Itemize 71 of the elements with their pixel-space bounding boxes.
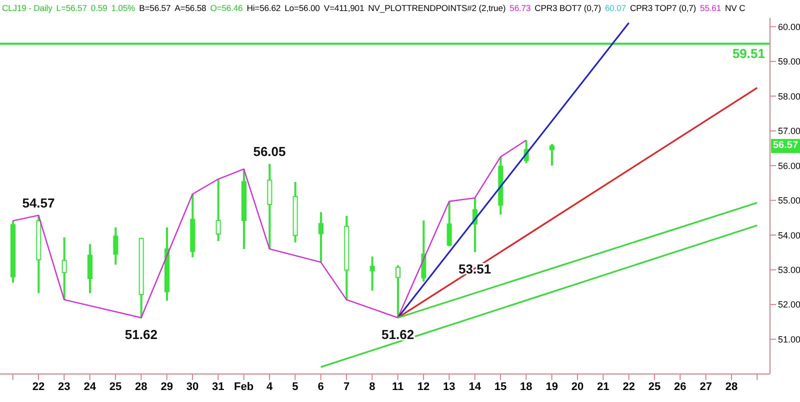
candlestick [62, 236, 67, 301]
candlestick [446, 200, 452, 248]
text: B=56.57 [139, 3, 171, 13]
y-tick-label: 51.00 [778, 334, 800, 344]
text: Hi=56.62 [246, 3, 281, 13]
text: CPR3 TOP7 (0,7) [630, 3, 696, 13]
candlestick [88, 243, 92, 294]
x-tick-label: 25 [648, 380, 661, 393]
x-tick-label: 28 [135, 380, 148, 393]
x-tick-label: 4 [266, 380, 274, 393]
x-tick-label: 20 [571, 380, 584, 393]
x-tick-label: 30 [186, 380, 199, 393]
y-tick-label: 60.00 [778, 22, 800, 32]
text: V=411,901 [324, 3, 364, 13]
annotation: 54.57 [22, 195, 55, 210]
y-tick-label: 55.00 [778, 196, 800, 206]
x-tick-label: 11 [392, 380, 404, 393]
text: 56.73 [510, 3, 531, 13]
text: Lo=56.00 [284, 3, 320, 13]
candlestick [421, 219, 426, 283]
y-tick-label: 53.00 [778, 265, 800, 275]
x-tick-label: 21 [597, 380, 610, 393]
x-tick-label: 12 [417, 380, 430, 393]
text: 55.61 [700, 3, 722, 13]
text: O=56.46 [210, 3, 243, 13]
annotation: 56.05 [253, 144, 286, 159]
chart-title: CLJ19 - Daily [2, 3, 52, 13]
y-tick-label: 57.00 [778, 126, 800, 136]
annotation: 51.62 [382, 326, 414, 342]
x-tick-label: 25 [109, 380, 122, 393]
x-tick-label: 7 [343, 380, 350, 393]
annotation: 51.62 [124, 326, 158, 342]
x-tick-label: 6 [318, 380, 324, 393]
ref-line-label: 59.51 [732, 46, 765, 61]
text: NV_PLOTTRENDPOINTS#2 (2,true) [368, 3, 506, 13]
candlestick [370, 256, 375, 292]
text: 1.05% [111, 3, 136, 13]
candlestick [113, 226, 118, 266]
x-tick-label: 15 [494, 380, 507, 393]
x-tick-label: 29 [160, 380, 173, 393]
annotation: 56.57 [771, 138, 800, 153]
candlestick [318, 211, 324, 264]
x-tick-label: Feb [234, 380, 254, 393]
text: 60.07 [605, 3, 626, 13]
x-tick-label: 23 [58, 380, 70, 393]
text: NV C [725, 3, 746, 13]
text: A=56.58 [174, 3, 206, 13]
x-tick-label: 19 [546, 380, 558, 393]
y-tick-label: 58.00 [778, 91, 800, 102]
candlestick [216, 178, 221, 242]
x-tick-label: 18 [520, 380, 532, 393]
y-tick-label: 54.00 [778, 230, 800, 240]
candlestick [550, 143, 554, 167]
line-series [12, 140, 527, 318]
y-tick-label: 59.00 [778, 56, 800, 67]
x-tick-label: 22 [32, 380, 45, 393]
x-tick-label: 14 [468, 380, 482, 393]
x-tick-label: 27 [700, 380, 712, 393]
x-tick-label: 24 [84, 380, 97, 393]
y-tick-label: 52.00 [778, 300, 800, 310]
x-tick-label: 5 [292, 380, 298, 393]
y-tick-label: 56.00 [778, 160, 800, 171]
text: L=56.57 [56, 3, 87, 13]
x-tick-label: 26 [674, 380, 686, 393]
x-tick-label: 28 [725, 380, 738, 393]
text: CPR3 BOT7 (0,7) [534, 3, 601, 13]
x-tick-label: 22 [622, 380, 635, 393]
x-tick-label: 31 [212, 380, 224, 393]
x-tick-label: 13 [443, 380, 456, 393]
x-tick-label: 8 [369, 380, 376, 393]
text: 0.59 [90, 3, 108, 13]
